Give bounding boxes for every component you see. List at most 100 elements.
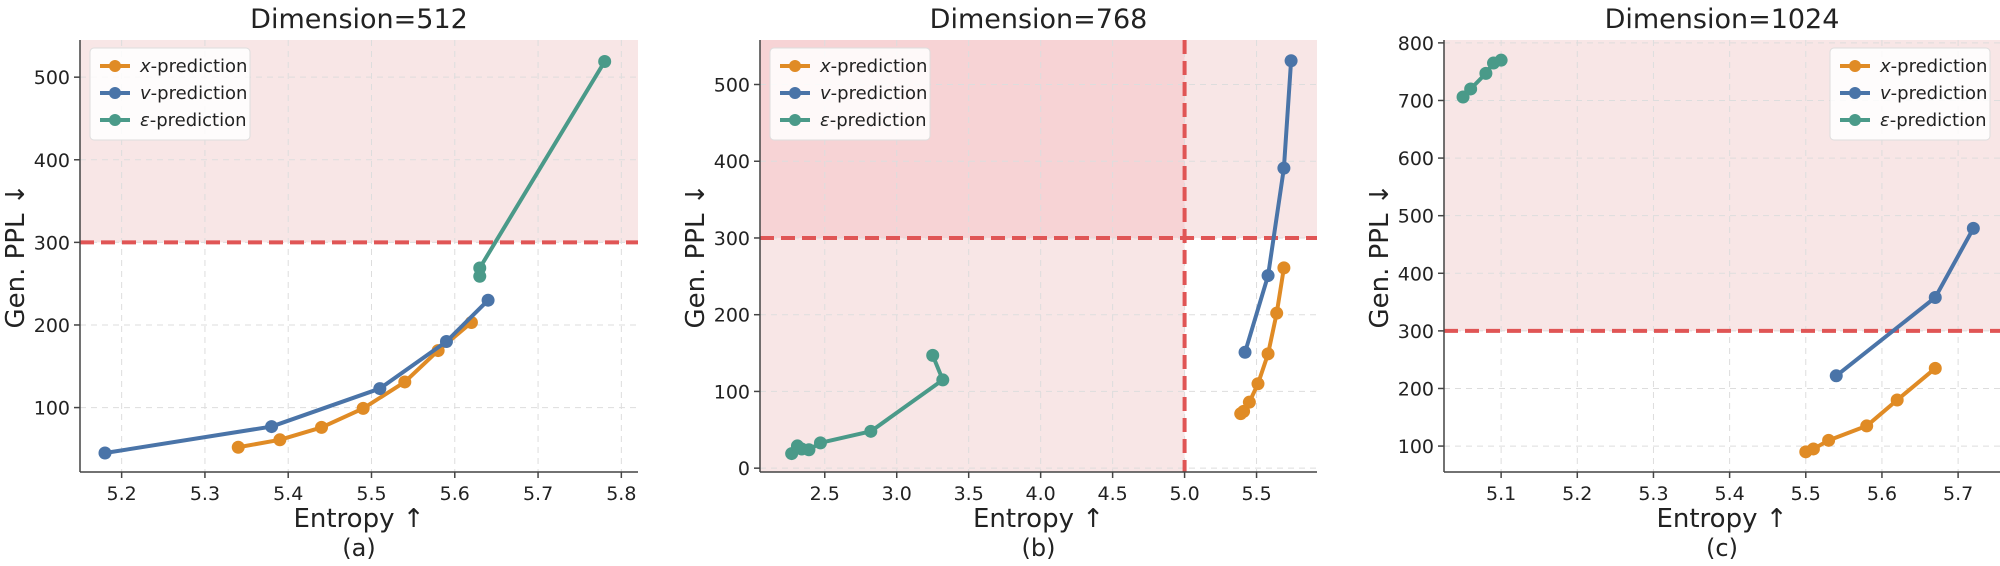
- series-eps-prediction: [473, 54, 612, 283]
- x-tick-label: 5.4: [273, 483, 303, 505]
- data-point: [1284, 54, 1298, 68]
- data-point: [1928, 361, 1942, 375]
- y-tick-label: 400: [714, 151, 750, 173]
- x-tick-label: 5.6: [440, 483, 470, 505]
- series-x-prediction: [231, 315, 478, 454]
- legend-swatch-marker: [789, 60, 801, 72]
- legend-label: v-prediction: [820, 83, 927, 104]
- legend-label: x-prediction: [1879, 56, 1987, 77]
- x-axis-label: Entropy ↑: [1656, 504, 1787, 534]
- x-tick-label: 5.5: [1791, 483, 1821, 505]
- data-point: [1890, 393, 1904, 407]
- y-axis-label: Gen. PPL ↓: [681, 183, 711, 328]
- y-tick-label: 200: [34, 315, 70, 337]
- panel-caption: (c): [1706, 534, 1738, 562]
- data-point: [1251, 377, 1265, 391]
- y-tick-label: 400: [34, 150, 70, 172]
- x-tick-label: 5.3: [1638, 483, 1668, 505]
- y-tick-label: 200: [714, 305, 750, 327]
- legend-swatch-marker: [109, 87, 121, 99]
- x-tick-label: 5.5: [1241, 483, 1271, 505]
- data-point: [864, 424, 878, 438]
- data-point: [1277, 161, 1291, 175]
- y-tick-label: 500: [34, 67, 70, 89]
- data-point: [1238, 345, 1252, 359]
- x-tick-label: 5.2: [107, 483, 137, 505]
- data-point: [1464, 82, 1478, 96]
- legend-swatch-marker: [109, 60, 121, 72]
- data-point: [1928, 290, 1942, 304]
- y-axis-label: Gen. PPL ↓: [1, 183, 31, 328]
- data-point: [1277, 261, 1291, 275]
- y-tick-label: 500: [1398, 206, 1434, 228]
- legend-swatch-marker: [1849, 60, 1861, 72]
- data-point: [598, 54, 612, 68]
- x-tick-label: 5.8: [606, 483, 636, 505]
- y-tick-label: 800: [1398, 33, 1434, 55]
- plot-area: 2.5 3.0 3.5 4.0 4.5 5.0 5.5 0 100 200 300 400 500 x-p…: [714, 40, 1317, 505]
- series-v-prediction: [1829, 221, 1980, 383]
- legend: x-prediction v-prediction ε-prediction: [1829, 47, 1991, 141]
- data-point: [356, 401, 370, 415]
- y-tick-label: 700: [1398, 90, 1434, 112]
- y-tick-label: 100: [1398, 436, 1434, 458]
- y-tick-label: 300: [714, 228, 750, 250]
- data-point: [231, 440, 245, 454]
- legend-swatch-marker: [789, 87, 801, 99]
- legend-box: [1829, 47, 1991, 141]
- data-point: [1261, 269, 1275, 283]
- series-eps-prediction: [1456, 53, 1508, 104]
- x-tick-label: 5.6: [1867, 483, 1897, 505]
- x-axis-label: Entropy ↑: [293, 504, 424, 534]
- legend-box: [89, 47, 251, 141]
- panel-a: 5.2 5.3 5.4 5.5 5.6 5.7 5.8 100 200 300 400 500 x-pr…: [1, 4, 638, 562]
- legend-swatch-marker: [1849, 87, 1861, 99]
- panel-caption: (b): [1022, 534, 1056, 562]
- x-tick-label: 4.0: [1026, 483, 1056, 505]
- legend-swatch-marker: [1849, 114, 1861, 126]
- data-point: [373, 382, 387, 396]
- legend: x-prediction v-prediction ε-prediction: [769, 47, 931, 141]
- x-tick-label: 5.2: [1562, 483, 1592, 505]
- x-tick-label: 5.1: [1486, 483, 1516, 505]
- legend: x-prediction v-prediction ε-prediction: [89, 47, 251, 141]
- data-point: [1806, 442, 1820, 456]
- series-x-prediction: [1799, 361, 1942, 459]
- panel-title: Dimension=512: [250, 4, 468, 35]
- data-point: [439, 334, 453, 348]
- x-tick-label: 5.4: [1715, 483, 1745, 505]
- x-tick-label: 3.0: [882, 483, 912, 505]
- x-tick-label: 5.0: [1169, 483, 1199, 505]
- data-point: [398, 375, 412, 389]
- y-tick-label: 200: [1398, 378, 1434, 400]
- data-point: [1261, 347, 1275, 361]
- data-point: [1494, 53, 1508, 67]
- data-point: [473, 261, 487, 275]
- x-tick-label: 5.7: [1943, 483, 1973, 505]
- data-point: [1270, 306, 1284, 320]
- legend-label: x-prediction: [139, 56, 247, 77]
- y-tick-label: 400: [1398, 263, 1434, 285]
- series-x-prediction: [1234, 261, 1291, 421]
- panel-c: 5.1 5.2 5.3 5.4 5.5 5.6 5.7 100 200 300 400 500 600 7…: [1365, 4, 2000, 562]
- x-tick-label: 2.5: [810, 483, 840, 505]
- series-v-prediction: [1238, 54, 1298, 359]
- series-line: [1243, 58, 1294, 355]
- panel-b: 2.5 3.0 3.5 4.0 4.5 5.0 5.5 0 100 200 300 400 500 x-p…: [681, 4, 1317, 562]
- panel-title: Dimension=1024: [1605, 4, 1840, 35]
- legend-label: ε-prediction: [1880, 110, 1987, 131]
- data-point: [802, 443, 816, 457]
- panel-title: Dimension=768: [930, 4, 1148, 35]
- data-point: [98, 446, 112, 460]
- legend-label: v-prediction: [1880, 83, 1987, 104]
- x-tick-label: 5.5: [356, 483, 386, 505]
- legend-box: [769, 47, 931, 141]
- x-tick-label: 5.3: [190, 483, 220, 505]
- y-tick-label: 0: [738, 458, 750, 480]
- y-tick-label: 100: [714, 381, 750, 403]
- data-point: [1966, 221, 1980, 235]
- data-point: [481, 293, 495, 307]
- x-tick-label: 3.5: [954, 483, 984, 505]
- data-point: [936, 373, 950, 387]
